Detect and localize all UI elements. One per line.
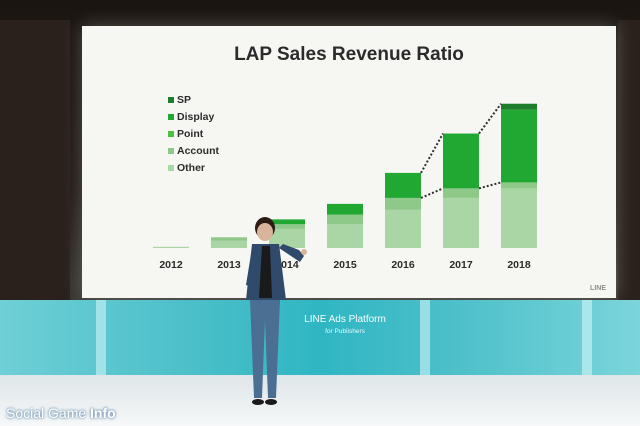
bar-segment-account-2014 — [269, 224, 305, 229]
legend-label: SP — [177, 94, 192, 106]
bar-segment-display-2018 — [501, 109, 537, 183]
legend-item: Other — [168, 160, 219, 177]
slide-title: LAP Sales Revenue Ratio — [234, 44, 464, 65]
bar-segment-display-2017 — [443, 133, 479, 189]
presenter-figure — [246, 217, 307, 405]
projection-screen: LAP Sales Revenue Ratio SP Display Point Ac… — [82, 26, 616, 298]
watermark: Social Game Info — [6, 405, 116, 421]
stage-sign-subtitle: for Publishers — [325, 328, 365, 335]
right-wall — [618, 20, 640, 310]
x-tick-label: 2017 — [449, 259, 473, 271]
legend-label: Point — [177, 128, 204, 140]
legend-item: Point — [168, 126, 219, 143]
stage-sign-title: LINE Ads Platform — [304, 314, 386, 325]
bar-segment-other-2014 — [269, 228, 305, 248]
stage-panel: LINE Ads Platform for Publishers — [0, 300, 640, 375]
stage-floor — [0, 375, 640, 426]
bar-segment-sp-2018 — [501, 103, 537, 110]
legend-swatch — [168, 148, 174, 154]
legend-swatch — [168, 165, 174, 171]
bar-segment-other-2015 — [327, 224, 363, 248]
bar-segment-account-2013 — [211, 237, 247, 241]
panel-pillar — [96, 300, 106, 375]
bar-segment-other-2013 — [211, 240, 247, 248]
connector-total — [420, 133, 444, 174]
x-tick-label: 2016 — [391, 259, 415, 271]
panel-pillar — [420, 300, 430, 375]
legend-swatch — [168, 114, 174, 120]
legend-swatch — [168, 97, 174, 103]
chart-legend: SP Display Point Account Other — [168, 92, 219, 177]
watermark-prefix: Social Game — [6, 405, 91, 421]
bar-segment-other-2016 — [385, 209, 421, 248]
legend-swatch — [168, 131, 174, 137]
bar-segment-account-2017 — [443, 188, 479, 198]
legend-label: Account — [177, 145, 219, 157]
bar-segment-display-2015 — [327, 203, 363, 215]
watermark-suffix: Info — [90, 405, 116, 421]
bar-segment-account-2015 — [327, 214, 363, 225]
legend-item: SP — [168, 92, 219, 109]
x-tick-label: 2013 — [217, 259, 241, 271]
line-logo: LINE — [590, 285, 606, 292]
bar-segment-account-2018 — [501, 182, 537, 189]
left-wall — [0, 20, 70, 310]
legend-label: Other — [177, 162, 206, 174]
bar-segment-other-2017 — [443, 197, 479, 248]
bar-segment-other-2018 — [501, 188, 537, 248]
legend-label: Display — [177, 111, 215, 123]
legend-item: Account — [168, 143, 219, 160]
bar-segment-display-2016 — [385, 172, 421, 198]
x-tick-label: 2018 — [507, 259, 531, 271]
x-tick-label: 2015 — [333, 259, 357, 271]
legend-item: Display — [168, 109, 219, 126]
bar-chart: 2012 2013 2014 2015 2016 2017 2018 — [153, 103, 537, 271]
panel-pillar — [582, 300, 592, 375]
bar-segment-other-2012 — [153, 246, 189, 248]
bar-segment-account-2016 — [385, 197, 421, 210]
stage-sign: LINE Ads Platform for Publishers — [270, 314, 420, 335]
bar-segment-display-2014 — [269, 219, 305, 225]
x-tick-label: 2012 — [159, 259, 183, 271]
